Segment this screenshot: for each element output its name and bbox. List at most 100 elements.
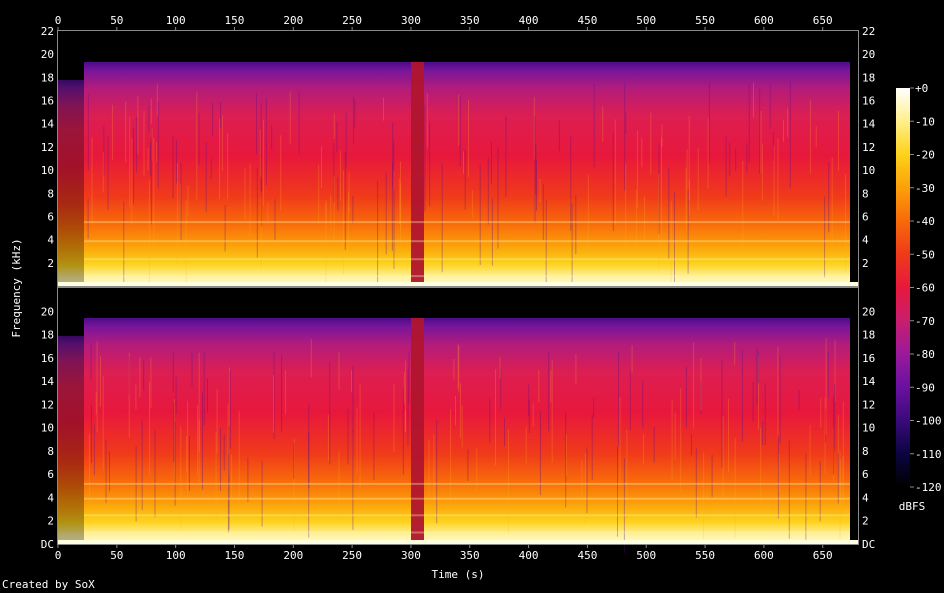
spectrogram-streak (845, 174, 846, 271)
channel-2-spectrum (84, 318, 850, 544)
spectrogram-streak (833, 396, 834, 475)
spectrogram-streak (535, 144, 537, 195)
spectrogram-streak (131, 138, 133, 225)
spectrogram-streak (228, 367, 230, 474)
spectrogram-streak (333, 175, 335, 241)
spectrogram-streak (538, 370, 540, 403)
spectrogram-streak (819, 461, 821, 522)
spectrogram-streak (707, 118, 709, 189)
spectrogram-streak (273, 374, 274, 433)
spectrogram-streak (491, 198, 493, 266)
spectrogram-streak (407, 369, 409, 446)
spectrogram-streak (393, 140, 395, 171)
spectrogram-streak (95, 391, 97, 415)
spectrogram-streak (403, 372, 405, 404)
spectrogram-streak (198, 419, 200, 483)
spectrogram-band (84, 221, 850, 224)
spectrogram-streak (210, 158, 212, 179)
colorbar-tick-label: -70 (915, 315, 935, 328)
spectrogram-streak (223, 434, 225, 471)
spectrogram-streak (173, 402, 175, 463)
spectrogram-streak (671, 400, 673, 480)
spectrogram-streak (271, 125, 273, 150)
y-tick-label-left: 8 (47, 445, 54, 458)
spectrogram-streak (746, 143, 748, 173)
spectrogram-streak (820, 398, 822, 428)
spectrogram-streak (458, 94, 460, 146)
spectrogram-streak (453, 359, 455, 380)
spectrogram-streak (424, 105, 426, 212)
spectrogram-streak (359, 384, 361, 491)
spectrogram-streak (548, 351, 550, 432)
x-tick-label-bottom: 650 (813, 549, 833, 562)
y-tick-label-right: 4 (862, 234, 869, 247)
y-tick-label-left: 22 (41, 25, 54, 38)
spectrogram-streak (566, 434, 567, 476)
spectrogram-streak (207, 378, 208, 413)
spectrogram-streak (505, 116, 507, 198)
channel-1-dc-band (58, 282, 858, 286)
spectrogram-streak (772, 131, 774, 162)
spectrogram-streak (321, 146, 322, 189)
spectrogram-streak (542, 184, 544, 240)
spectrogram-streak (460, 383, 461, 439)
spectrogram-streak (347, 408, 349, 465)
spectrogram-streak (231, 454, 233, 500)
spectrogram-streak (476, 447, 478, 491)
spectrogram-streak (429, 121, 431, 207)
spectrogram-streak (402, 389, 404, 475)
spectrogram-streak (148, 105, 150, 132)
spectrogram-streak (499, 356, 501, 379)
spectrogram-streak (128, 352, 130, 438)
channel-1-spectrum (84, 62, 850, 286)
x-tick-label-bottom: 400 (519, 549, 539, 562)
spectrogram-streak (196, 92, 198, 200)
spectrogram-streak (337, 177, 339, 211)
spectrogram-streak (202, 391, 203, 490)
spectrogram-streak (157, 101, 159, 188)
colorbar-tick-label: -50 (915, 248, 935, 261)
spectrogram-streak (674, 412, 676, 460)
y-tick-label-left: 10 (41, 164, 54, 177)
spectrogram-streak (778, 454, 780, 492)
spectrogram-streak (441, 163, 443, 273)
x-axis-top: 0 50 100 150 200 250 300 350 400 450 500 550 600 650 (55, 14, 833, 30)
spectrogram-streak (267, 202, 269, 223)
spectrogram-streak (735, 148, 737, 171)
spectrogram-streak (325, 203, 327, 298)
channel-2-frame (57, 287, 859, 545)
spectrogram-streak (227, 454, 229, 533)
spectrogram-streak (154, 430, 156, 518)
spectrogram-streak (310, 338, 312, 378)
spectrogram-streak (348, 192, 349, 250)
spectrogram-streak (700, 381, 702, 414)
spectrogram-streak (96, 341, 98, 433)
spectrogram-streak (653, 426, 655, 463)
colorbar-tick-label: -60 (915, 282, 935, 295)
spectrogram-streak (373, 412, 375, 481)
channel-1-frame (57, 30, 859, 287)
spectrogram-streak (575, 354, 577, 384)
x-tick-label-top: 300 (401, 14, 421, 27)
y-tick-label-left: 14 (41, 118, 55, 131)
spectrogram-streak (352, 365, 354, 433)
y-tick-label-right: 6 (862, 210, 869, 223)
spectrogram-streak (550, 370, 552, 403)
x-axis-label: Time (s) (432, 568, 485, 581)
spectrogram-streak (558, 120, 560, 152)
colorbar-label: dBFS (899, 500, 926, 513)
spectrogram-streak (256, 167, 258, 258)
colorbar-fill (896, 88, 910, 487)
spectrogram-streak (426, 93, 428, 148)
x-tick-label-top: 450 (577, 14, 597, 27)
spectrogram-streak (815, 126, 817, 147)
spectrogram-band (84, 497, 850, 500)
x-tick-label-top: 150 (225, 14, 245, 27)
spectrogram-streak (330, 195, 332, 230)
spectrogram-streak (433, 434, 435, 513)
spectrogram-streak (260, 191, 262, 268)
spectrogram-streak (838, 110, 839, 171)
x-tick-label-top: 500 (636, 14, 656, 27)
